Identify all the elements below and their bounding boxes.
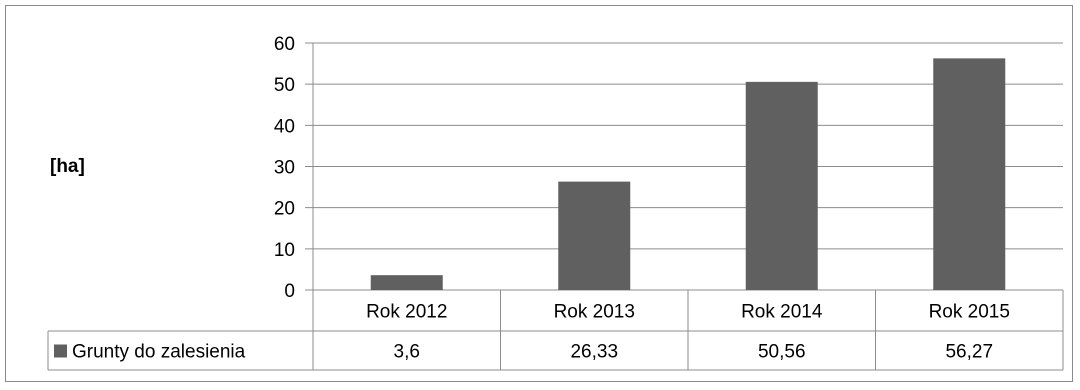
category-label: Rok 2015 — [929, 302, 1010, 323]
y-tick-label: 20 — [274, 199, 295, 220]
bar — [933, 58, 1006, 291]
bar — [370, 275, 443, 290]
y-tick-label: 10 — [274, 240, 295, 261]
category-label: Rok 2014 — [741, 302, 823, 323]
category-label: Rok 2012 — [366, 302, 447, 323]
data-table: Rok 2012 Rok 2013 Rok 2014 Rok 2015 Grunty d… — [47, 290, 1064, 371]
data-value-label: 50,56 — [758, 342, 806, 363]
y-tick-label: 50 — [274, 75, 295, 96]
y-tick-label: 0 — [284, 281, 295, 302]
axes: 0 10 20 30 40 50 60 — [274, 34, 314, 370]
y-tick-label: 30 — [274, 158, 295, 179]
bar — [745, 81, 818, 291]
y-tick-label: 40 — [274, 116, 295, 137]
data-value-label: 56,27 — [945, 342, 993, 363]
chart-frame — [5, 5, 1073, 382]
data-value-label: 3,6 — [394, 342, 420, 363]
legend-swatch — [54, 344, 67, 358]
y-axis-label: [ha] — [50, 156, 85, 177]
series-name: Grunty do zalesienia — [72, 342, 246, 363]
y-tick-label: 60 — [274, 34, 295, 55]
data-value-label: 26,33 — [570, 342, 618, 363]
category-label: Rok 2013 — [554, 302, 635, 323]
bar — [558, 181, 631, 290]
bars — [370, 58, 1006, 291]
